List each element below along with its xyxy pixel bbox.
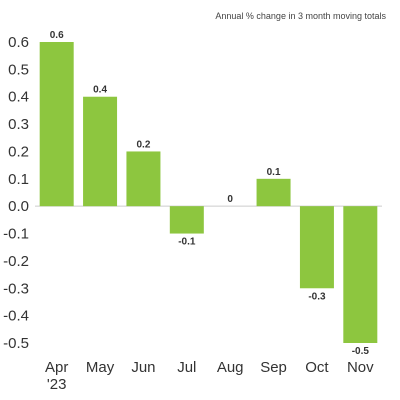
x-tick-label: Aug <box>217 359 244 376</box>
y-tick-label: -0.5 <box>3 335 29 352</box>
x-tick-label: Nov <box>347 359 374 376</box>
bar <box>126 151 161 207</box>
y-tick-label: -0.2 <box>3 253 29 270</box>
axis-layer: 0.6 0.5 0.4 0.3 0.2 0.1 0.0 -0.1 -0.2 -0.3 -0.4 -0.… <box>3 34 382 352</box>
y-tick-label: 0.4 <box>8 89 29 106</box>
y-tick-label: 0.2 <box>8 143 29 160</box>
x-tick-sublabel: '23 <box>47 376 67 393</box>
x-tick-label: Jun <box>131 359 155 376</box>
bar <box>83 96 118 207</box>
bar <box>299 206 334 289</box>
data-label: 0 <box>227 194 233 205</box>
data-label: -0.5 <box>352 346 370 357</box>
bar <box>39 42 74 207</box>
data-label: -0.1 <box>178 237 196 248</box>
y-tick-label: -0.4 <box>3 308 29 325</box>
data-label: 0.4 <box>93 85 107 96</box>
data-label: 0.2 <box>136 139 150 150</box>
x-tick-label: Sep <box>260 359 287 376</box>
x-tick-label: May <box>86 359 115 376</box>
x-tick-label: Apr <box>45 359 68 376</box>
label-layer: 0.6 Apr'23 0.4 May 0.2 Jun -0.1 Jul 0 Aug 0.1 Sep -0… <box>45 30 374 393</box>
chart-subtitle: Annual % change in 3 month moving totals <box>215 11 386 21</box>
y-tick-label: -0.1 <box>3 226 29 243</box>
y-tick-label: 0.6 <box>8 34 29 51</box>
y-tick-label: 0.3 <box>8 116 29 133</box>
bar <box>343 206 378 343</box>
y-tick-label: 0.0 <box>8 198 29 215</box>
data-label: 0.1 <box>267 167 281 178</box>
y-tick-label: -0.3 <box>3 280 29 297</box>
x-tick-label: Oct <box>305 359 329 376</box>
bar-layer <box>39 42 378 343</box>
data-label: -0.3 <box>308 291 326 302</box>
bar <box>169 206 204 234</box>
bar <box>256 178 291 207</box>
y-tick-label: 0.1 <box>8 171 29 188</box>
x-tick-label: Jul <box>177 359 196 376</box>
data-label: 0.6 <box>50 30 64 41</box>
y-tick-label: 0.5 <box>8 61 29 78</box>
